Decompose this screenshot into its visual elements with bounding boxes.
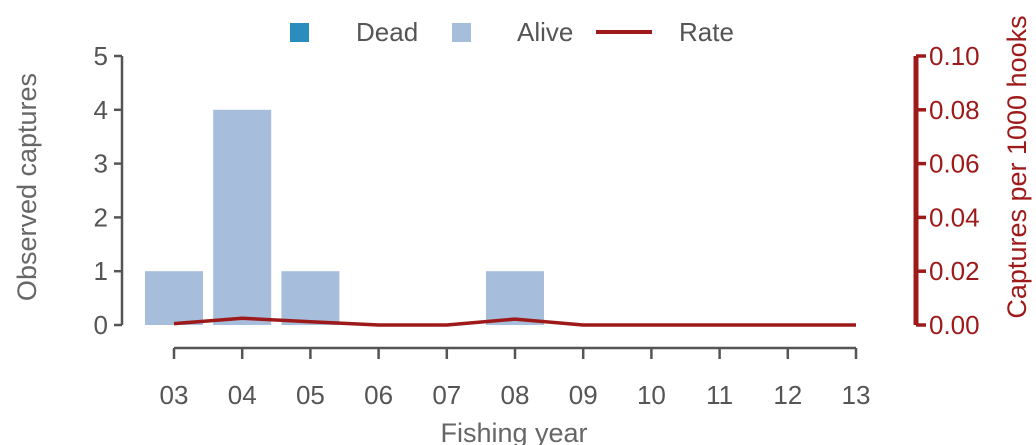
x-tick-label: 04 — [228, 380, 257, 410]
right-tick-label: 0.10 — [929, 41, 980, 71]
x-tick-label: 12 — [773, 380, 802, 410]
right-tick-label: 0.04 — [929, 202, 980, 232]
y-axis-title: Observed captures — [12, 73, 42, 301]
bar-alive — [281, 271, 340, 325]
bar-alive — [213, 109, 272, 325]
left-y-axis: 0 1 2 3 4 5 — [94, 41, 124, 340]
left-tick-label: 3 — [94, 149, 108, 179]
bars-layer — [145, 109, 544, 325]
legend-label-alive: Alive — [517, 17, 573, 47]
left-tick-label: 2 — [94, 202, 108, 232]
rate-line — [173, 316, 856, 327]
y2-axis-title: Captures per 1000 hooks — [1002, 15, 1032, 318]
left-tick-label: 1 — [94, 256, 108, 286]
x-tick-label: 10 — [637, 380, 666, 410]
x-tick-label: 09 — [569, 380, 598, 410]
x-axis: 03 04 05 06 07 08 09 10 11 12 13 — [160, 346, 871, 410]
right-tick-label: 0.02 — [929, 256, 980, 286]
rate-line-layer — [173, 316, 856, 327]
x-tick-label: 06 — [364, 380, 393, 410]
legend-label-rate: Rate — [679, 17, 734, 47]
x-tick-label: 05 — [296, 380, 325, 410]
left-tick-label: 5 — [94, 41, 108, 71]
bar-alive — [486, 271, 544, 325]
bar-alive — [145, 271, 203, 325]
x-axis-title: Fishing year — [440, 418, 587, 445]
right-tick-label: 0.08 — [929, 95, 980, 125]
legend-label-dead: Dead — [356, 17, 418, 47]
x-tick-label: 07 — [432, 380, 461, 410]
left-tick-label: 4 — [94, 95, 108, 125]
legend-swatch-dead — [290, 23, 309, 42]
x-tick-label: 11 — [706, 380, 733, 410]
legend-swatch-alive — [452, 23, 471, 42]
right-tick-label: 0.06 — [929, 149, 980, 179]
x-tick-label: 03 — [160, 380, 189, 410]
legend: Dead Alive Rate — [290, 17, 734, 47]
x-tick-label: 08 — [501, 380, 530, 410]
right-tick-label: 0.00 — [929, 310, 980, 340]
x-tick-label: 13 — [842, 380, 871, 410]
left-tick-label: 0 — [94, 310, 108, 340]
right-y-axis: 0.00 0.02 0.04 0.06 0.08 0.10 — [913, 41, 980, 340]
